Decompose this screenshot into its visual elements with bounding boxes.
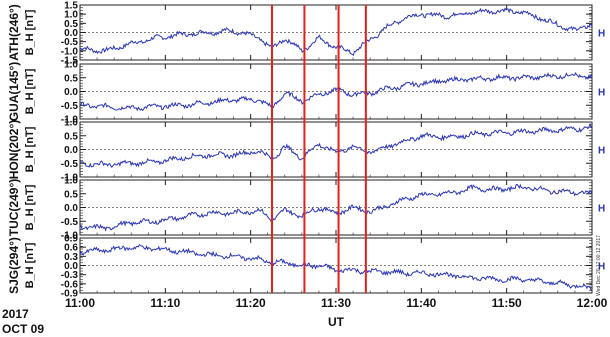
y-tick-label: -0.5 [61, 37, 79, 48]
unit-label: B_H [nT] [24, 242, 36, 288]
series-line [79, 71, 593, 112]
side-label-h: H [598, 29, 605, 40]
y-tick-label: 1.0 [64, 60, 78, 71]
unit-label: B_H [nT] [24, 126, 36, 172]
panel-2: 1.0 0.5 0.0 -0.5 -1.0 HON(202°) B_H [nT] H [7, 118, 605, 184]
unit-label: B_H [nT] [24, 9, 36, 55]
x-tick-label: 11:40 [406, 296, 436, 310]
x-tick-label: 11:30 [321, 296, 351, 310]
y-tick-label: 0.0 [64, 261, 78, 272]
y-tick-label: -1.0 [61, 173, 79, 184]
panel-0: 1.51.00.50.0-0.5-1.0-1.5 ATH(246°) B_H [nT… [7, 1, 605, 67]
y-tick-label: 1.5 [64, 1, 78, 12]
y-tick-label: 0.5 [64, 73, 78, 84]
y-tick-label: -1.0 [61, 231, 79, 242]
date-month-day: OCT 09 [2, 322, 44, 336]
y-tick-label: -1.0 [61, 115, 79, 126]
y-tick-label: -0.5 [61, 217, 79, 228]
y-tick-label: 0.5 [64, 189, 78, 200]
y-tick-label: -0.5 [61, 101, 79, 112]
y-tick-label: 0.0 [64, 28, 78, 39]
x-axis: 11:00 11:10 11:20 11:30 11:40 11:50 12:00 [65, 5, 608, 310]
y-tick-label: -0.9 [61, 289, 79, 300]
y-tick-label: 0.0 [64, 145, 78, 156]
y-tick-label: 0.5 [64, 19, 78, 30]
y-tick-label: -0.3 [61, 270, 79, 281]
y-tick-label: 1.0 [64, 118, 78, 129]
side-label-h: H [598, 204, 605, 215]
unit-label: B_H [nT] [24, 184, 36, 230]
y-tick-label: 0.6 [64, 243, 78, 254]
x-axis-label: UT [328, 315, 345, 329]
series-line [79, 122, 593, 169]
panel-3: 1.0 0.5 0.0 -0.5 -1.0 TUC(249°) B_H [nT] H [7, 176, 605, 242]
unit-label: B_H [nT] [24, 68, 36, 114]
station-label: ATH(246°) [7, 4, 21, 61]
x-tick-label: 11:10 [150, 296, 180, 310]
y-tick-label: 0.0 [64, 87, 78, 98]
y-tick-label: 1.0 [64, 10, 78, 21]
x-tick-label: 11:20 [236, 296, 266, 310]
side-label-h: H [598, 262, 605, 273]
station-label: HON(202°) [7, 120, 21, 179]
timestamp-stamp: Wed Dec 20 17:00:12 2017 [596, 235, 602, 296]
x-tick-label: 11:50 [492, 296, 522, 310]
y-tick-label: -0.5 [61, 159, 79, 170]
station-label: TUC(249°) [7, 179, 21, 236]
side-label-h: H [598, 146, 605, 157]
x-tick-label: 12:00 [577, 296, 608, 310]
side-label-h: H [598, 88, 605, 99]
y-tick-label: 0.5 [64, 131, 78, 142]
panel-4: 0.90.60.30.0-0.3-0.6-0.9 SJG(294°) B_H [nT… [7, 234, 605, 300]
series-line [79, 243, 593, 291]
y-tick-label: 0.3 [64, 252, 78, 263]
date-year: 2017 [2, 307, 29, 321]
series-line [79, 183, 593, 232]
station-label: SJG(294°) [7, 237, 21, 294]
y-tick-label: 0.0 [64, 203, 78, 214]
y-tick-label: -1.0 [61, 46, 79, 57]
event-markers [271, 5, 367, 293]
series-line [79, 7, 593, 57]
x-tick-label: 11:00 [65, 296, 95, 310]
panel-1: 1.0 0.5 0.0 -0.5 -1.0 GUA(145°) B_H [nT] H [7, 60, 605, 126]
y-tick-label: -0.6 [61, 279, 79, 290]
y-tick-label: 0.9 [64, 234, 78, 245]
y-tick-label: -1.5 [61, 56, 79, 67]
station-label: GUA(145°) [7, 62, 21, 121]
y-tick-label: 1.0 [64, 176, 78, 187]
